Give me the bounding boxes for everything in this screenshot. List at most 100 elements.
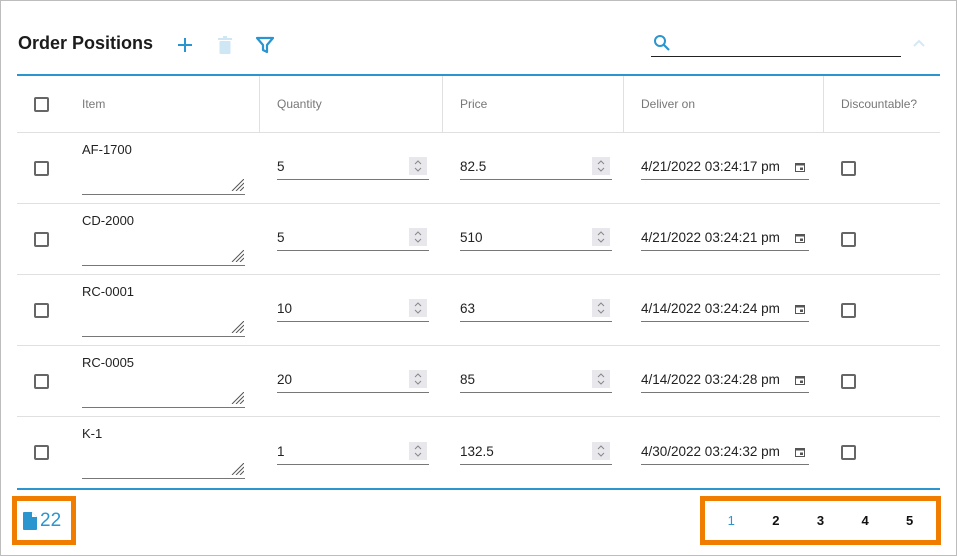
- item-field[interactable]: K-1: [65, 417, 260, 488]
- discountable-checkbox[interactable]: [841, 373, 856, 389]
- search-icon: [654, 35, 670, 51]
- item-field[interactable]: CD-2000: [65, 204, 260, 274]
- quantity-value: 5: [277, 159, 285, 174]
- table-row: K-1 1 132.5 4/30/2022 03:24:32 pm: [17, 417, 940, 488]
- discountable-checkbox[interactable]: [841, 445, 856, 460]
- select-all-checkbox[interactable]: [34, 96, 49, 112]
- resize-grip-icon[interactable]: [230, 249, 244, 262]
- column-header-deliver-on[interactable]: Deliver on: [624, 76, 824, 132]
- page-title: Order Positions: [18, 33, 154, 53]
- deliver-on-value: 4/21/2022 03:24:21 pm: [641, 230, 780, 245]
- quantity-value: 20: [277, 372, 293, 387]
- item-field[interactable]: RC-0005: [65, 346, 260, 416]
- page-2-button[interactable]: 2: [772, 513, 780, 528]
- row-select-checkbox[interactable]: [34, 445, 49, 460]
- discountable-checkbox[interactable]: [841, 231, 856, 247]
- discountable-checkbox[interactable]: [841, 160, 856, 176]
- record-count: 22: [12, 496, 76, 545]
- up-down-icon: [414, 231, 422, 243]
- item-field[interactable]: AF-1700: [65, 133, 260, 203]
- spin-buttons[interactable]: [409, 370, 427, 388]
- price-value: 132.5: [460, 443, 494, 459]
- deliver-on-value: 4/21/2022 03:24:17 pm: [641, 159, 780, 174]
- trash-icon: [218, 36, 232, 54]
- page-3-button[interactable]: 3: [816, 513, 825, 528]
- page-5-button[interactable]: 5: [906, 513, 914, 528]
- calendar-icon[interactable]: [795, 375, 805, 385]
- quantity-value: 5: [277, 230, 285, 245]
- calendar-icon[interactable]: [795, 233, 805, 243]
- price-value: 82.5: [460, 159, 487, 174]
- deliver-on-field[interactable]: 4/30/2022 03:24:32 pm: [641, 441, 809, 465]
- calendar-icon[interactable]: [795, 162, 805, 172]
- table-header: Item Quantity Price Deliver on Discounta…: [17, 76, 940, 133]
- spin-buttons[interactable]: [592, 157, 610, 175]
- chevron-up-icon[interactable]: [912, 38, 926, 48]
- page-4-button[interactable]: 4: [861, 513, 869, 528]
- table-row: AF-1700 5 82.5 4/21/2022 03:24:17 pm: [17, 133, 940, 204]
- deliver-on-field[interactable]: 4/14/2022 03:24:28 pm: [641, 369, 809, 393]
- price-value: 63: [460, 301, 476, 316]
- quantity-stepper[interactable]: 20: [277, 369, 429, 393]
- table-row: RC-0001 10 63 4/14/2022 03:24:24 pm: [17, 275, 940, 346]
- delete-button[interactable]: [215, 34, 235, 56]
- column-header-discountable[interactable]: Discountable?: [841, 97, 918, 111]
- price-stepper[interactable]: 510: [460, 227, 612, 251]
- quantity-stepper[interactable]: 10: [277, 298, 429, 322]
- price-value: 85: [460, 372, 476, 387]
- up-down-icon: [414, 302, 422, 314]
- item-field[interactable]: RC-0001: [65, 275, 260, 345]
- price-stepper[interactable]: 82.5: [460, 156, 612, 180]
- resize-grip-icon[interactable]: [230, 320, 244, 333]
- item-value: RC-0005: [82, 354, 135, 370]
- quantity-stepper[interactable]: 1: [277, 441, 429, 465]
- price-stepper[interactable]: 63: [460, 298, 612, 322]
- price-stepper[interactable]: 85: [460, 369, 612, 393]
- table-row: RC-0005 20 85 4/14/2022 03:24:28 pm: [17, 346, 940, 417]
- row-select-checkbox[interactable]: [34, 302, 49, 318]
- spin-buttons[interactable]: [409, 157, 427, 175]
- add-button[interactable]: [175, 34, 195, 56]
- discountable-checkbox[interactable]: [841, 302, 856, 318]
- spin-buttons[interactable]: [592, 228, 610, 246]
- document-icon: [23, 511, 37, 530]
- row-select-checkbox[interactable]: [34, 373, 49, 389]
- spin-buttons[interactable]: [592, 441, 610, 460]
- calendar-icon[interactable]: [795, 304, 805, 314]
- resize-grip-icon[interactable]: [230, 178, 244, 191]
- deliver-on-value: 4/14/2022 03:24:24 pm: [641, 301, 780, 316]
- row-select-checkbox[interactable]: [34, 231, 49, 247]
- resize-grip-icon[interactable]: [230, 463, 244, 475]
- deliver-on-field[interactable]: 4/14/2022 03:24:24 pm: [641, 298, 809, 322]
- table-row: CD-2000 5 510 4/21/2022 03:24:21 pm: [17, 204, 940, 275]
- quantity-stepper[interactable]: 5: [277, 227, 429, 251]
- spin-buttons[interactable]: [409, 299, 427, 317]
- spin-buttons[interactable]: [409, 228, 427, 246]
- spin-buttons[interactable]: [592, 299, 610, 317]
- table-bottom-border: [17, 488, 940, 490]
- up-down-icon: [597, 302, 605, 314]
- up-down-icon: [597, 160, 605, 172]
- spin-buttons[interactable]: [592, 370, 610, 388]
- quantity-stepper[interactable]: 5: [277, 156, 429, 180]
- deliver-on-field[interactable]: 4/21/2022 03:24:21 pm: [641, 227, 809, 251]
- spin-buttons[interactable]: [409, 441, 427, 460]
- item-value: CD-2000: [82, 212, 135, 228]
- resize-grip-icon[interactable]: [230, 391, 244, 404]
- item-value: K-1: [82, 426, 103, 441]
- calendar-icon[interactable]: [795, 447, 805, 457]
- up-down-icon: [414, 373, 422, 385]
- filter-button[interactable]: [255, 34, 275, 56]
- search-field[interactable]: [651, 33, 901, 57]
- page-1-button[interactable]: 1: [727, 513, 735, 528]
- row-select-checkbox[interactable]: [34, 160, 49, 176]
- column-header-price[interactable]: Price: [443, 76, 624, 132]
- item-value: RC-0001: [82, 283, 135, 299]
- up-down-icon: [414, 160, 422, 172]
- column-header-quantity[interactable]: Quantity: [260, 76, 443, 132]
- quantity-value: 10: [277, 301, 293, 316]
- search-input[interactable]: [677, 35, 897, 55]
- price-stepper[interactable]: 132.5: [460, 441, 612, 465]
- deliver-on-field[interactable]: 4/21/2022 03:24:17 pm: [641, 156, 809, 180]
- column-header-item[interactable]: Item: [65, 76, 260, 132]
